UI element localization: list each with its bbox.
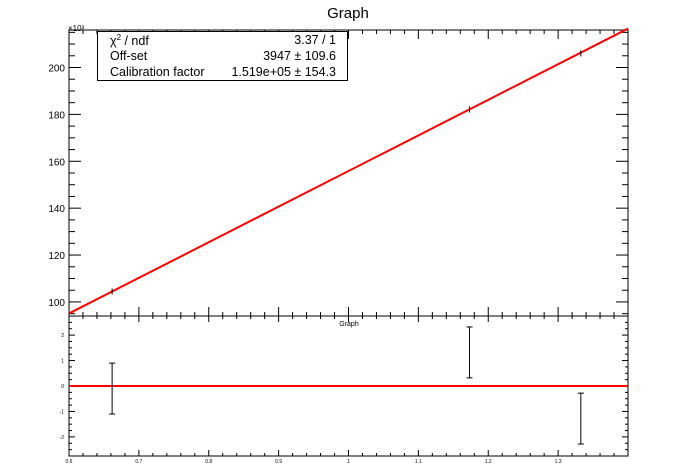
top-y-tick-label: 140 — [48, 204, 65, 215]
stats-value-chi2: 3.37 / 1 — [294, 33, 336, 47]
bottom-y-tick-label: 1 — [61, 359, 64, 365]
stats-row-chi2: χ2 / ndf 3.37 / 1 — [98, 33, 347, 49]
bottom-x-tick-label: 0.6 — [66, 459, 73, 465]
bottom-y-tick-label: -1 — [60, 409, 65, 415]
stats-label-calibration: Calibration factor — [110, 65, 205, 79]
bottom-y-tick-label: 0 — [61, 384, 64, 390]
stats-label-chi2: χ2 / ndf — [110, 33, 149, 48]
top-y-tick-label: 100 — [48, 298, 65, 309]
top-chart-title: Graph — [327, 5, 369, 22]
stats-row-offset: Off-set 3947 ± 109.6 — [98, 49, 347, 65]
stats-row-calibration: Calibration factor 1.519e+05 ± 154.3 — [98, 65, 347, 81]
bottom-x-tick-label: 1.2 — [485, 459, 492, 465]
bottom-x-tick-label: 1.3 — [555, 459, 562, 465]
top-y-tick-label: 120 — [48, 251, 65, 262]
top-y-tick-label: 200 — [48, 64, 65, 75]
fit-line — [68, 27, 629, 315]
stats-value-calibration: 1.519e+05 ± 154.3 — [231, 65, 336, 79]
top-y-tick-label: 180 — [48, 110, 65, 121]
bottom-y-tick-label: 2 — [61, 333, 64, 339]
bottom-x-tick-label: 1 — [347, 459, 350, 465]
bottom-y-tick-label: -2 — [60, 435, 65, 441]
stats-value-offset: 3947 ± 109.6 — [263, 49, 336, 63]
bottom-x-tick-label: 0.8 — [205, 459, 212, 465]
top-y-tick-label: 160 — [48, 157, 65, 168]
bottom-chart-title: Graph — [339, 321, 359, 328]
stats-label-offset: Off-set — [110, 49, 148, 63]
bottom-x-tick-label: 0.7 — [135, 459, 142, 465]
fit-stats-box: χ2 / ndf 3.37 / 1 Off-set 3947 ± 109.6 C… — [97, 31, 348, 81]
y-axis-multiplier: ×10³ — [68, 24, 85, 33]
bottom-x-tick-label: 0.9 — [275, 459, 282, 465]
bottom-x-tick-label: 1.1 — [415, 459, 422, 465]
